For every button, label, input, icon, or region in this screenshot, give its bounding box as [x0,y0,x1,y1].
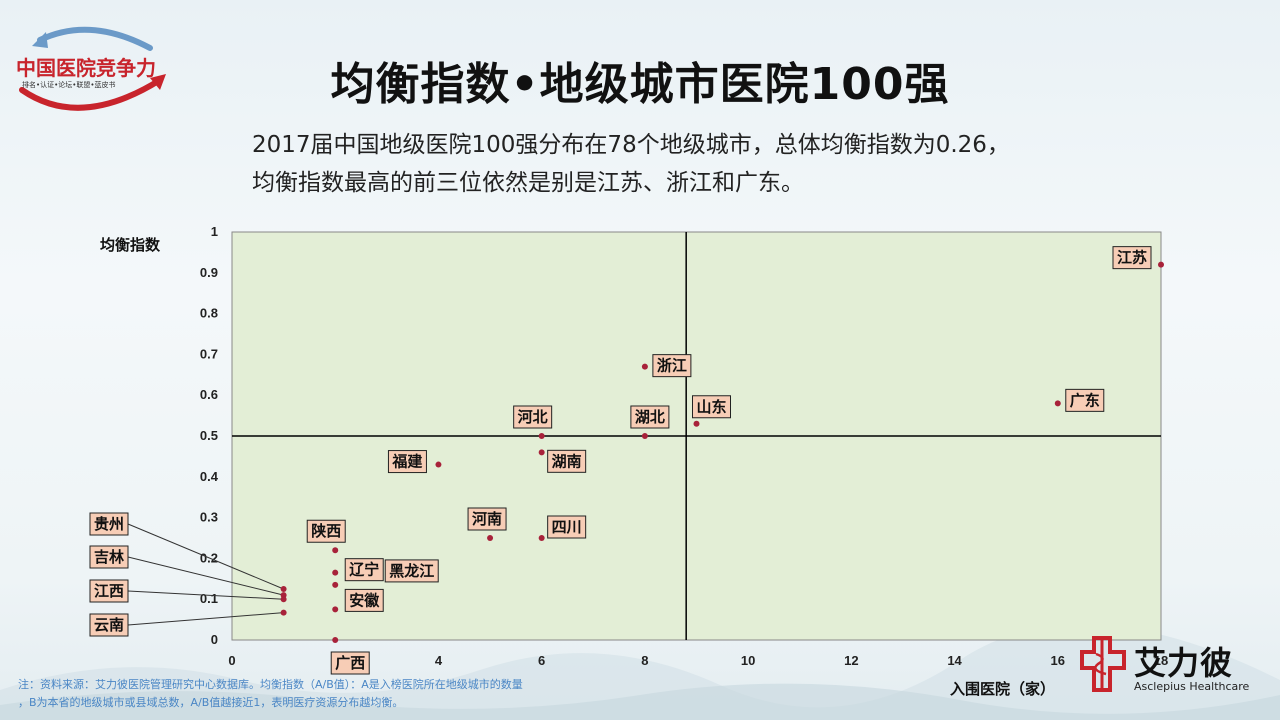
data-point [332,547,339,554]
data-point [538,433,545,439]
y-tick-label: 0.3 [200,510,218,525]
data-point [332,581,339,588]
data-label: 湖北 [635,408,665,426]
brand-name-en: Asclepius Healthcare [1134,680,1250,693]
data-label-box [630,405,670,429]
y-tick-label: 0.5 [200,428,218,443]
logo-sub-text: 排名•认证•论坛•联盟•蓝皮书 [22,81,116,89]
x-tick-label: 8 [641,653,648,668]
brand-name-cn: 艾力彼 [1134,644,1234,682]
subtitle: 2017届中国地级医院100强分布在78个地级城市，总体均衡指数为0.26， 均… [252,126,1152,202]
data-label: 河北 [518,408,548,426]
data-point [641,433,648,439]
competitiveness-logo: 中国医院竞争力 排名•认证•论坛•联盟•蓝皮书 [10,18,170,128]
data-label-box [387,450,427,474]
data-point [1158,261,1164,268]
leader-line [127,590,284,600]
data-label: 吉林 [94,548,125,566]
leader-line [127,523,284,590]
y-tick-label: 0.9 [200,265,218,280]
data-point [332,569,339,576]
leader-line [127,612,284,626]
page-title: 均衡指数•地级城市医院100强 [330,59,950,110]
data-point [280,586,287,592]
data-label: 广西 [335,654,365,672]
data-label-box [89,613,129,637]
hospital-cross-icon [1080,636,1126,692]
data-label: 辽宁 [349,561,379,579]
data-point [332,606,339,613]
x-tick-label: 10 [741,653,755,668]
data-label: 福建 [391,453,423,471]
data-point [280,596,287,603]
note-line: ，B为本省的地级城市或县域总数，A/B值越接近1，表明医疗资源分布越均衡。 [18,696,404,709]
data-label: 云南 [94,616,124,634]
y-tick-label: 0.7 [200,346,218,361]
data-label: 四川 [552,518,582,536]
leader-line [127,556,284,596]
data-label: 河南 [472,510,502,528]
y-tick-label: 0.6 [200,387,218,402]
data-label: 山东 [696,398,726,416]
data-label-box [547,515,587,539]
data-label-box [1112,246,1152,270]
x-tick-label: 14 [947,653,962,668]
data-label-box [384,559,439,583]
data-point [280,609,287,616]
note-line: 注：资料来源：艾力彼医院管理研究中心数据库。均衡指数（A/B值）：A是入榜医院所… [18,678,523,691]
data-point [641,363,648,370]
data-label: 广东 [1070,391,1100,409]
data-label: 贵州 [94,515,124,533]
x-tick-label: 16 [1051,653,1065,668]
data-label-box [89,512,129,536]
x-axis-title: 入围医院（家） [950,680,1056,698]
data-point [332,637,339,643]
data-point [1054,400,1061,407]
data-point [693,420,700,427]
data-point [538,535,545,541]
data-label-box [330,651,370,675]
subtitle-line: 2017届中国地级医院100强分布在78个地级城市，总体均衡指数为0.26， [252,132,1010,158]
data-label-box [547,449,587,473]
data-label-box [467,507,507,531]
data-point [435,461,442,468]
subtitle-line: 均衡指数最高的前三位依然是别是江苏、浙江和广东。 [252,170,804,196]
data-label-box [306,519,346,543]
data-label: 黑龙江 [389,562,434,580]
data-label-box [513,405,553,429]
data-label-box [652,354,692,378]
y-tick-label: 0.4 [200,469,219,484]
x-tick-label: 0 [228,653,235,668]
source-note: 注：资料来源：艾力彼医院管理研究中心数据库。均衡指数（A/B值）：A是入榜医院所… [18,676,658,712]
data-label-box [344,558,384,582]
x-tick-label: 18 [1154,653,1168,668]
data-label: 安徽 [349,591,380,609]
mountain-background [0,624,1280,720]
logo-main-text: 中国医院竞争力 [16,56,156,80]
data-label-box [1065,388,1105,412]
asclepius-brand-logo: 艾力彼 Asclepius Healthcare [1078,634,1268,696]
data-label: 陕西 [311,522,341,540]
data-label-box [89,545,129,569]
data-point [538,449,545,456]
data-label: 浙江 [657,357,687,375]
y-tick-label: 0.1 [200,591,218,606]
x-tick-label: 4 [435,653,443,668]
data-label-box [692,395,731,419]
y-tick-label: 1 [211,224,218,239]
x-tick-label: 6 [538,653,545,668]
y-axis-title: 均衡指数 [100,236,161,254]
data-label-box [89,579,129,603]
y-tick-label: 0.8 [200,306,218,321]
data-point [487,535,494,541]
x-tick-label: 12 [844,653,858,668]
y-tick-label: 0 [211,632,218,647]
data-label: 江西 [94,582,124,600]
data-label: 江苏 [1117,249,1147,267]
data-label: 湖南 [552,452,582,470]
data-label-box [344,588,384,612]
